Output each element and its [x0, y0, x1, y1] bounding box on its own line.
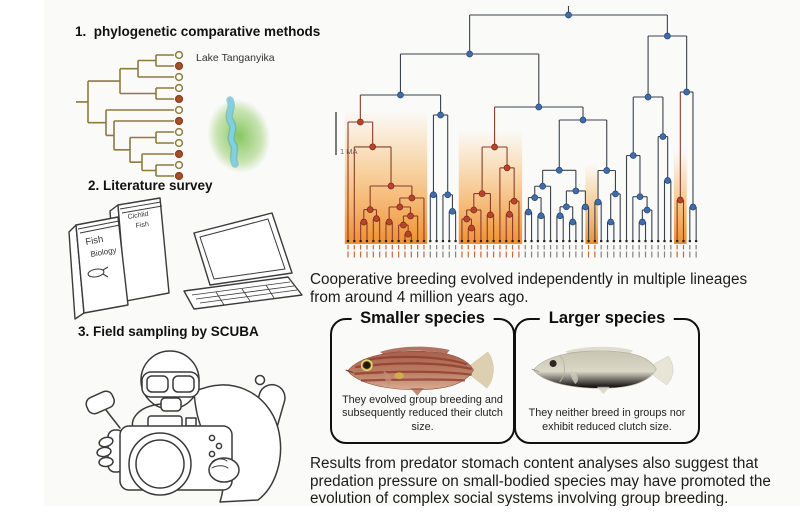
small-tree-tip [174, 72, 184, 82]
book2-title-line1: Fish [85, 234, 105, 248]
step3-heading: 3. Field sampling by SCUBA [78, 324, 259, 339]
tip-labels [346, 240, 698, 258]
camera-lens-inner [135, 439, 185, 489]
lake-tanganyika-map [225, 96, 239, 168]
book2-title-line2: Biology [90, 246, 117, 259]
lake-water [227, 97, 238, 167]
book2-pages [77, 220, 121, 234]
books-laptop-illustration: Cichlid Fish Fish Biology [68, 197, 303, 320]
small-tree-tip [174, 127, 184, 137]
caption-cooperative-breeding: Cooperative breeding evolved independent… [310, 271, 748, 306]
larger-species-title: Larger species [539, 308, 675, 328]
fish-mouth [345, 369, 354, 374]
step1-heading: 1. phylogenetic comparative methods [75, 24, 321, 39]
scale-bar-label: 1 MA [340, 147, 358, 156]
phylogenetic-tree: 1 MA [335, 6, 698, 258]
smaller-species-fish-image [345, 346, 494, 396]
fish-eye [362, 361, 370, 369]
book1-pages [119, 201, 163, 214]
small-tree-branches [76, 54, 174, 177]
pectoral-fin [383, 370, 391, 386]
bottom-margin [0, 506, 800, 524]
fish-body [533, 350, 657, 389]
larger-species-box: Larger species They neither breed [514, 308, 700, 444]
highlighted-clades [344, 110, 687, 244]
small-phylogeny-illustration [76, 50, 184, 181]
book1-title-line1: Cichlid [127, 211, 149, 221]
tank-valve [254, 374, 266, 386]
step2-heading: 2. Literature survey [88, 178, 213, 193]
small-tree-tip [174, 116, 184, 126]
left-margin [0, 0, 44, 524]
strobe [85, 390, 115, 415]
right-hand [208, 457, 240, 483]
small-tree-tip [174, 105, 184, 115]
small-tree-tip [174, 171, 184, 181]
laptop-screen [193, 212, 293, 286]
larger-species-fish-image [531, 346, 674, 395]
fish-tail [463, 351, 494, 389]
dorsal-fin [379, 346, 450, 355]
scuba-diver-illustration [85, 350, 286, 503]
small-tree-tip [174, 160, 184, 170]
small-tree-tip [174, 94, 184, 104]
mask-lens-left [146, 375, 169, 393]
yellow-spot [393, 372, 404, 380]
smaller-species-title: Smaller species [351, 308, 494, 328]
smaller-species-text: They evolved group breeding and subseque… [342, 393, 503, 434]
fish-tail [644, 355, 674, 386]
book1-title-line2: Fish [135, 221, 149, 230]
small-tree-tip [174, 50, 184, 60]
book2-cover [75, 216, 129, 314]
small-tree-tip [174, 83, 184, 93]
laptop-keyboard [191, 281, 298, 306]
small-tree-tip [174, 138, 184, 148]
caption-predation-results: Results from predator stomach content an… [310, 455, 771, 508]
small-tree-tip [174, 61, 184, 71]
eye-ring [360, 359, 373, 372]
gill-line [559, 354, 565, 383]
laptop-screen-inner [199, 218, 286, 280]
pectoral-fin [570, 370, 578, 384]
mask-lens-right [172, 375, 195, 393]
left-hand [98, 456, 114, 468]
dorsal-fin [565, 346, 634, 355]
larger-species-text: They neither breed in groups nor exhibit… [528, 407, 686, 434]
lake-label: Lake Tanganyika [196, 52, 275, 64]
small-tree-tip [174, 149, 184, 159]
fish-mouth [531, 368, 540, 373]
regulator [160, 397, 182, 412]
smaller-species-box: Smaller species [330, 308, 515, 444]
camera-buttons [208, 450, 216, 458]
camera-knob [185, 417, 197, 427]
fish-doodle [87, 268, 105, 278]
tree-nodes [356, 11, 697, 238]
fish-eye [549, 359, 557, 368]
small-tree-tip-dots [174, 50, 184, 181]
strobe-arm [105, 409, 121, 429]
pelvic-fin [410, 388, 424, 396]
pelvic-fin [596, 386, 610, 395]
